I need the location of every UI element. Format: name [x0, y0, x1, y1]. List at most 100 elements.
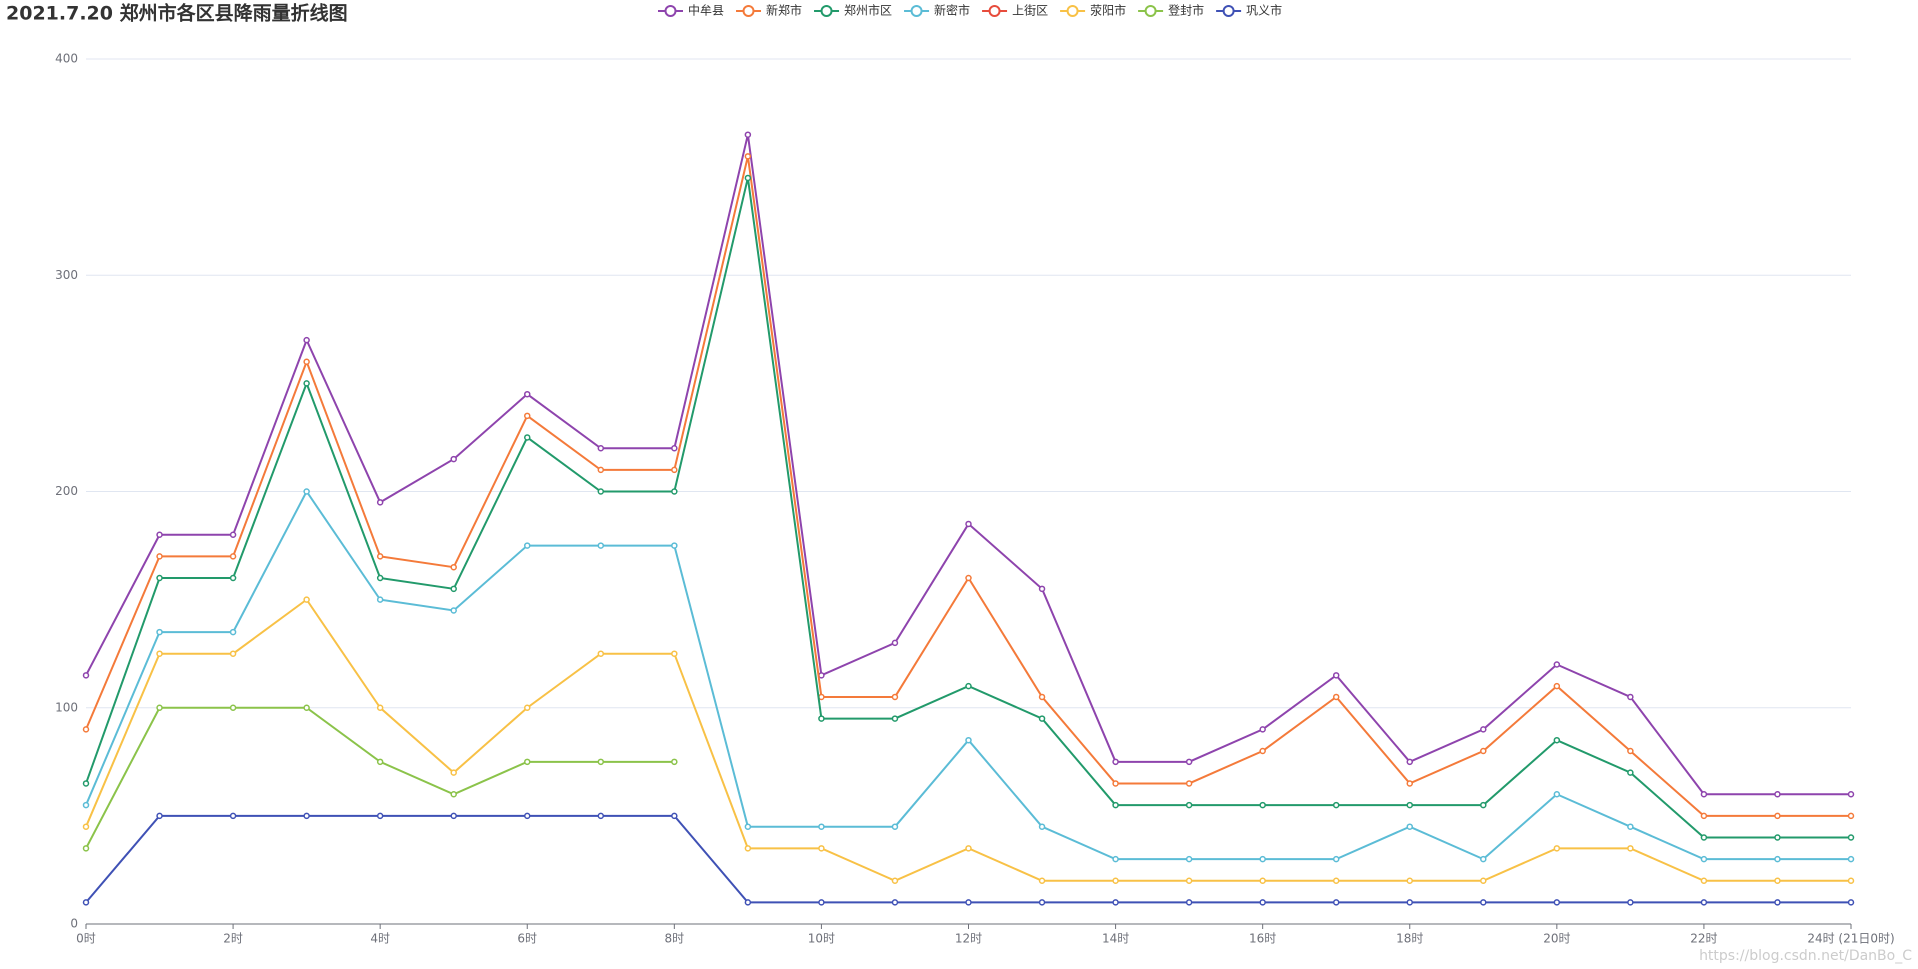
data-point — [597, 758, 605, 766]
series-line — [85, 706, 675, 849]
data-point — [1553, 899, 1561, 906]
data-point — [818, 845, 825, 852]
data-point — [1553, 682, 1561, 690]
data-point — [1627, 769, 1634, 776]
data-point — [1259, 747, 1266, 755]
data-point — [1480, 726, 1487, 733]
legend-label: 中牟县 — [688, 3, 724, 18]
data-point — [891, 899, 899, 906]
data-point — [303, 380, 310, 387]
data-point — [1847, 899, 1855, 906]
data-point — [1847, 855, 1855, 863]
data-point — [818, 823, 825, 830]
legend-label: 新郑市 — [766, 3, 802, 18]
legend-item[interactable]: 巩义市 — [1216, 3, 1282, 18]
data-point — [671, 466, 678, 474]
data-point — [1847, 812, 1855, 820]
data-point — [1553, 791, 1561, 798]
data-point — [597, 812, 605, 820]
data-point — [1627, 823, 1634, 830]
legend-item[interactable]: 荥阳市 — [1060, 3, 1126, 18]
data-point — [156, 553, 163, 560]
data-point — [597, 542, 605, 549]
y-tick-label: 400 — [55, 52, 78, 66]
data-point — [1774, 791, 1781, 798]
data-point — [303, 596, 310, 603]
data-point — [450, 791, 457, 798]
data-point — [671, 488, 678, 495]
data-point — [1406, 780, 1413, 787]
data-point — [1406, 801, 1413, 809]
x-tick-label: 24时 (21日0时) — [1807, 932, 1894, 946]
data-point — [671, 758, 678, 766]
data-point — [1406, 899, 1413, 906]
data-point — [965, 899, 972, 906]
data-point — [1700, 812, 1708, 820]
data-point — [156, 628, 163, 636]
data-point — [597, 488, 605, 495]
data-point — [1112, 877, 1119, 884]
data-point — [524, 812, 531, 820]
data-point — [303, 336, 310, 344]
data-point — [1627, 693, 1634, 701]
data-point — [1185, 801, 1193, 809]
data-point — [229, 553, 237, 560]
data-point — [1406, 877, 1413, 884]
legend-marker — [988, 5, 1001, 17]
data-point — [229, 704, 237, 711]
data-point — [1332, 899, 1340, 906]
legend-item[interactable]: 新郑市 — [736, 3, 802, 18]
legend-item[interactable]: 上街区 — [982, 4, 1048, 18]
data-point — [303, 488, 310, 495]
legend-item[interactable]: 新密市 — [904, 3, 970, 18]
data-point — [1847, 877, 1855, 884]
data-point — [1038, 877, 1046, 884]
data-point — [1774, 834, 1781, 841]
legend-item[interactable]: 郑州市区 — [814, 3, 892, 18]
data-point — [450, 585, 457, 593]
data-point — [1038, 715, 1046, 722]
data-point — [671, 650, 678, 657]
legend-marker — [1144, 5, 1157, 17]
data-point — [450, 455, 457, 463]
legend-label: 巩义市 — [1246, 3, 1282, 18]
data-point — [1332, 877, 1340, 884]
data-point — [891, 693, 899, 701]
data-point — [450, 812, 457, 820]
data-point — [450, 563, 457, 571]
data-point — [1332, 801, 1340, 809]
legend-item[interactable]: 中牟县 — [658, 3, 724, 18]
x-tick-label: 22时 — [1690, 932, 1717, 946]
data-point — [891, 639, 899, 647]
data-point — [1553, 845, 1561, 852]
data-point — [524, 704, 531, 711]
data-point — [82, 780, 90, 787]
legend-marker — [1066, 5, 1079, 17]
data-point — [1185, 899, 1193, 906]
data-point — [1259, 877, 1266, 884]
data-point — [744, 153, 752, 160]
data-point — [1259, 899, 1266, 906]
data-point — [82, 845, 90, 852]
data-point — [376, 596, 384, 603]
data-point — [376, 574, 384, 582]
data-point — [82, 801, 90, 809]
x-tick-label: 0时 — [76, 932, 96, 946]
x-tick-label: 16时 — [1249, 932, 1276, 946]
data-point — [229, 812, 237, 820]
data-point — [1774, 877, 1781, 884]
legend-label: 登封市 — [1168, 3, 1204, 18]
data-point — [744, 899, 752, 906]
data-point — [450, 769, 457, 776]
legend-marker — [742, 5, 755, 17]
x-tick-label: 20时 — [1543, 932, 1570, 946]
data-point — [1480, 801, 1487, 809]
legend-label: 荥阳市 — [1090, 3, 1126, 18]
data-point — [1112, 855, 1119, 863]
data-point — [524, 390, 531, 398]
data-point — [597, 650, 605, 657]
data-point — [1700, 834, 1708, 841]
data-point — [156, 574, 163, 582]
legend-item[interactable]: 登封市 — [1138, 3, 1204, 18]
x-tick-label: 2时 — [223, 932, 243, 946]
